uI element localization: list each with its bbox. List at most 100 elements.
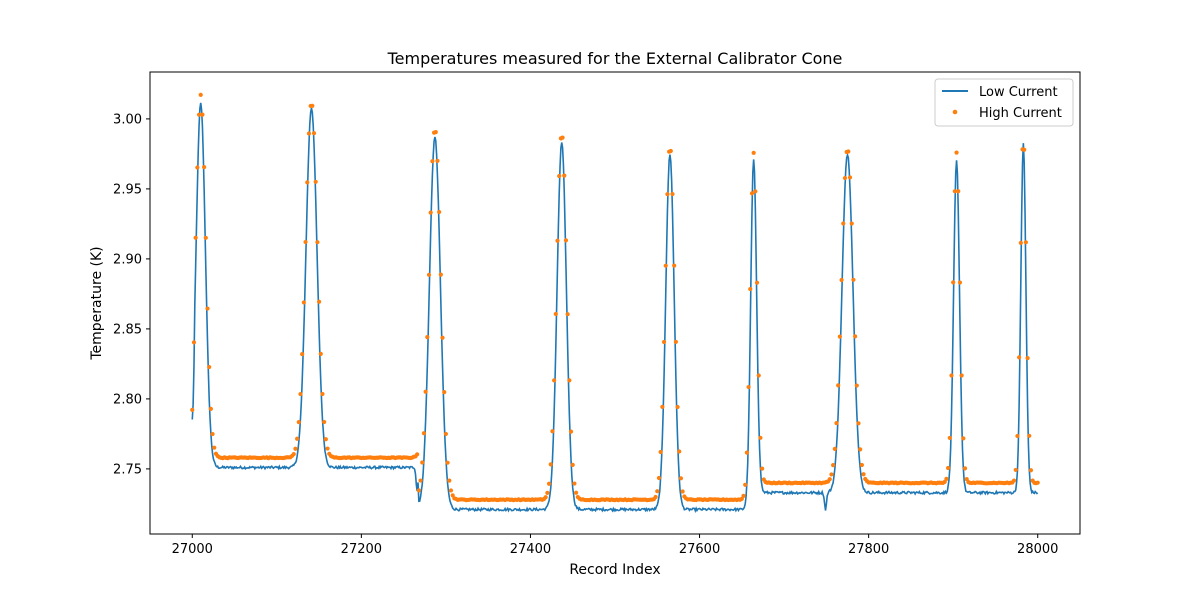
scatter-point [678,476,684,481]
scatter-point [443,431,449,437]
scatter-point [445,460,450,465]
scatter-point [205,306,210,311]
scatter-point [420,460,425,465]
scatter-point [668,148,673,154]
scatter-point [310,103,315,108]
series-high-current-points [190,92,1040,503]
scatter-point [423,389,428,394]
scatter-point [433,129,438,135]
scatter-point [545,490,550,495]
scatter-point [744,450,749,455]
scatter-point [656,475,662,481]
x-axis-label: Record Index [569,562,660,578]
scatter-point [316,299,322,304]
y-tick-label: 2.95 [113,182,142,197]
scatter-point [665,192,670,197]
scatter-point [1013,467,1018,473]
scatter-point [210,431,215,437]
scatter-point [837,334,842,339]
scatter-point [675,404,680,410]
scatter-point [438,272,443,277]
scatter-point [1011,478,1017,483]
scatter-point [680,489,685,494]
scatter-point [572,481,577,486]
scatter-point [311,131,317,136]
scatter-point [563,238,569,243]
scatter-point [191,340,197,345]
scatter-point [842,175,848,181]
scatter-point [959,373,964,378]
scatter-point [831,462,836,468]
legend-high-current-swatch [952,109,958,115]
scatter-point [202,165,207,170]
scatter-point [1027,433,1032,438]
scatter-point [301,300,306,305]
scatter-point [315,240,320,245]
x-tick-label: 27200 [341,542,382,557]
scatter-point [1018,240,1023,245]
x-tick-label: 27400 [510,542,551,557]
scatter-point [418,478,423,483]
scatter-point [655,489,660,494]
scatter-point [754,280,760,285]
scatter-point [300,351,305,357]
scatter-point [553,311,558,317]
scatter-point [672,263,677,268]
scatter-point [746,384,751,390]
legend: Low Current High Current [934,78,1074,127]
scatter-point [313,179,318,184]
scatter-point [208,406,213,411]
scatter-point [437,209,442,215]
scatter-point [751,150,756,155]
series-low-current-line [191,102,1039,514]
scatter-point [748,286,753,292]
series-layer [190,92,1040,514]
scatter-point [834,420,839,426]
scatter-point [295,436,300,441]
x-tick-label: 27800 [848,542,889,557]
scatter-point [859,462,864,468]
scatter-point [660,404,665,409]
scatter-point [198,92,203,97]
scatter-point [322,419,327,425]
scatter-point [196,112,202,117]
scatter-point [1022,147,1027,152]
x-axis: 27000 27200 27400 27600 27800 28000 [172,534,1058,557]
scatter-point [548,462,553,467]
plot-frame [149,71,1081,535]
scatter-point [1025,356,1030,361]
scatter-point [944,476,949,481]
scatter-point [962,466,968,471]
scatter-point [846,149,851,154]
scatter-point [670,191,675,197]
scatter-point [291,452,296,457]
x-tick-label: 28000 [1017,542,1058,557]
scatter-point [430,159,435,164]
plot-area [149,71,1081,535]
scatter-point [552,378,557,383]
scatter-point [653,494,658,500]
scatter-point [658,449,663,455]
scatter-point [836,383,841,388]
scatter-point [758,435,763,440]
scatter-point [203,235,208,240]
scatter-point [448,488,454,493]
legend-box [934,78,1074,127]
scatter-point [574,490,579,495]
y-axis: 2.75 2.80 2.85 2.90 2.95 3.00 [113,112,150,477]
scatter-point [851,277,856,282]
scatter-point [952,189,957,194]
scatter-point [190,407,195,412]
legend-low-current-label: Low Current [979,85,1058,100]
chart-title: Temperatures measured for the External C… [387,49,843,68]
scatter-point [749,191,755,196]
scatter-point [546,481,552,486]
scatter-point [421,431,427,436]
y-tick-label: 2.75 [113,462,142,477]
scatter-point [200,112,205,117]
scatter-point [320,391,325,397]
scatter-point [447,478,452,483]
scatter-point [946,465,951,471]
scatter-point [947,435,952,441]
